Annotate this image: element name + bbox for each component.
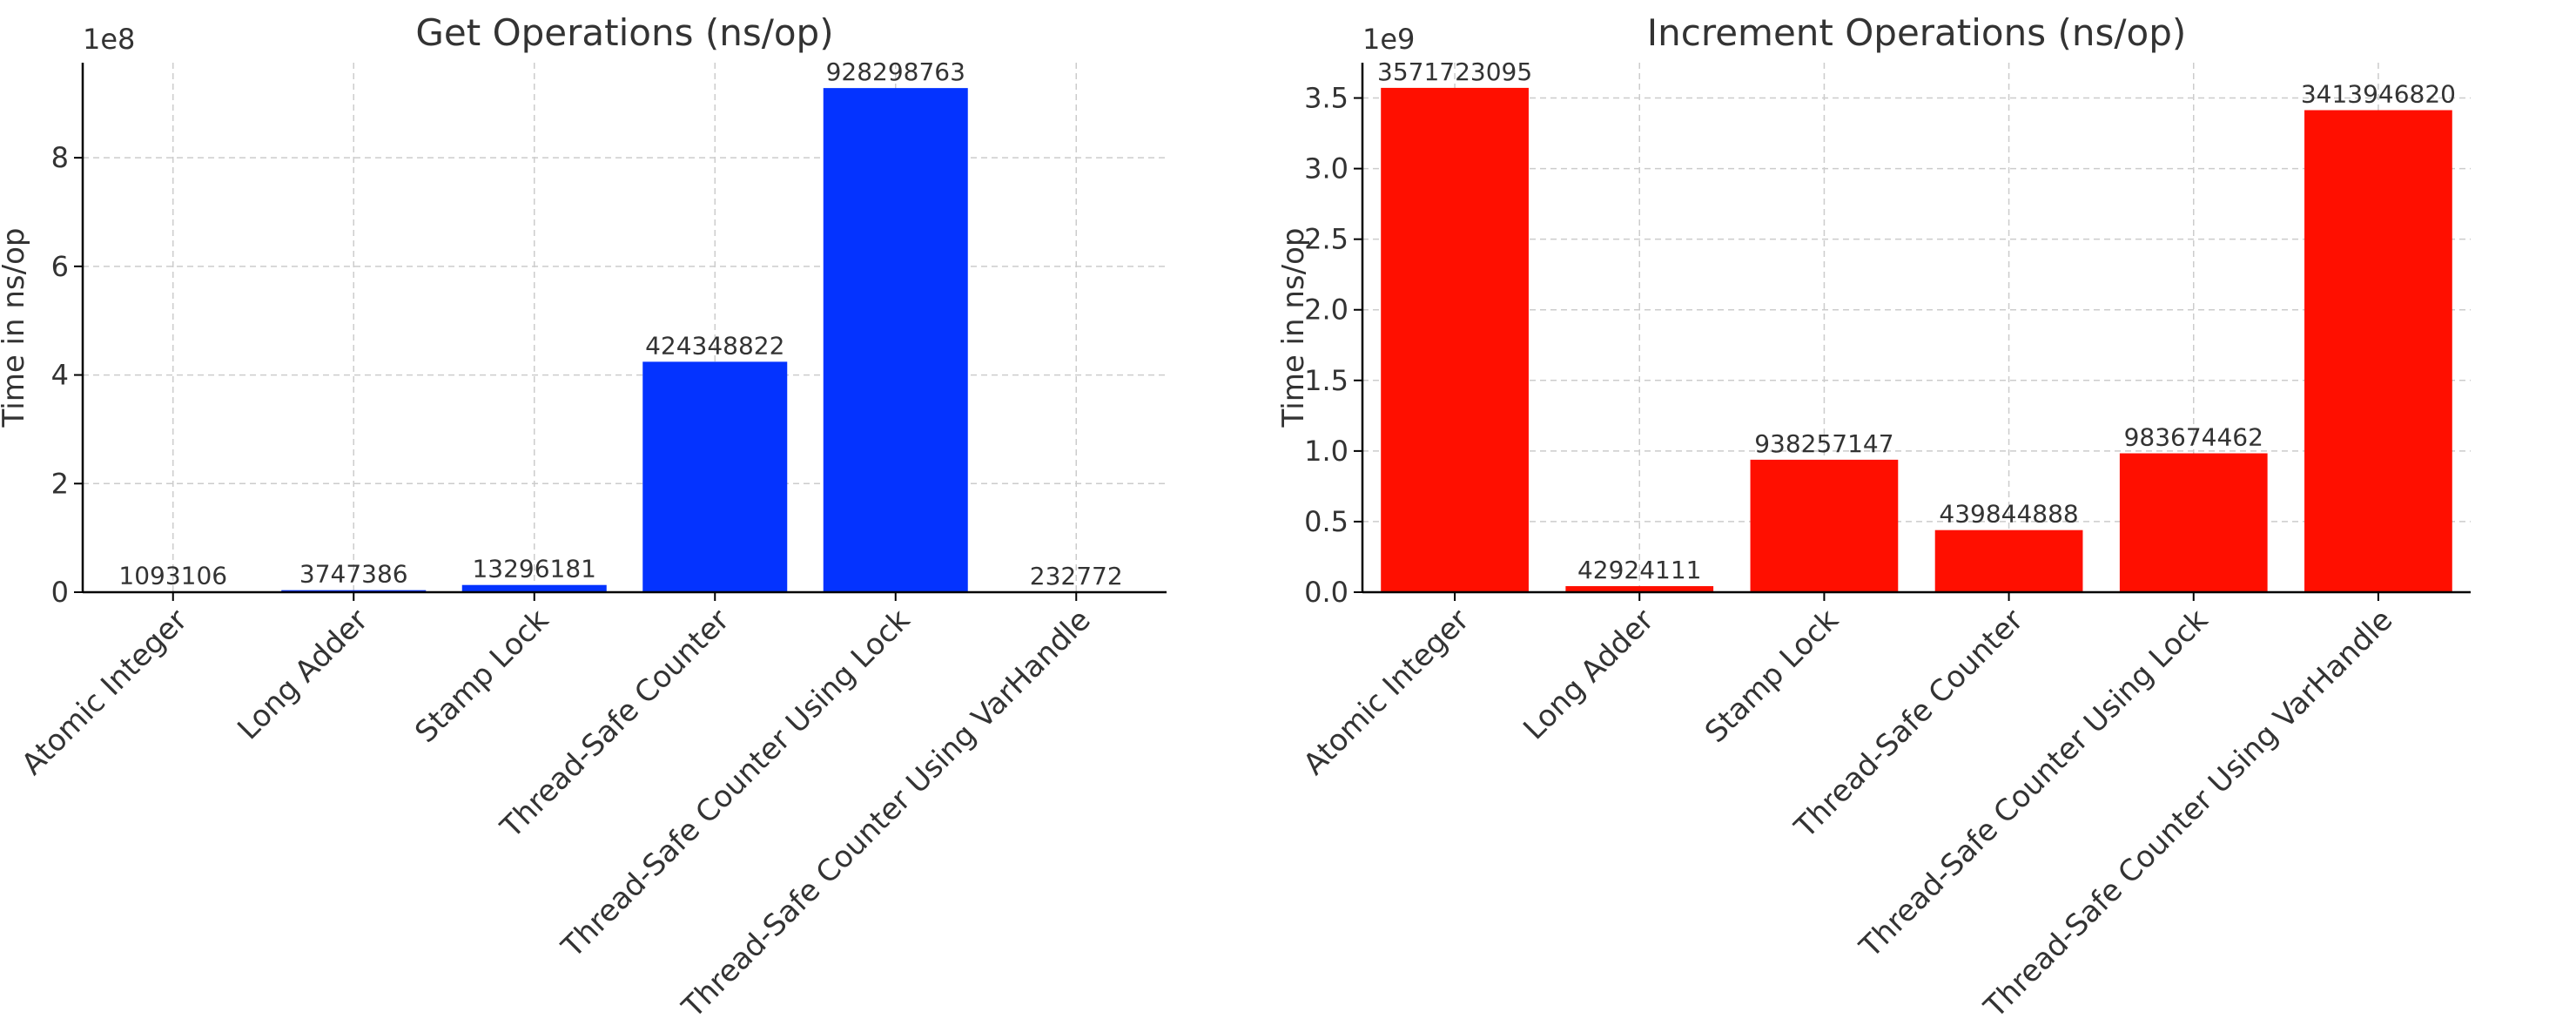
get-ytick-label-4: 8 <box>51 141 69 174</box>
increment-value-label-1: 42924111 <box>1577 556 1702 584</box>
increment-value-label-4: 983674462 <box>2124 423 2263 452</box>
increment-value-label-0: 3571723095 <box>1377 57 1532 86</box>
increment-bar-0 <box>1381 88 1529 592</box>
increment-chart-title: Increment Operations (ns/op) <box>1647 11 2187 54</box>
get-value-label-3: 424348822 <box>645 331 784 360</box>
increment-xtick-label-1: Long Adder <box>1517 603 1660 746</box>
get-bar-3 <box>642 361 787 592</box>
increment-ytick-label-2: 1.0 <box>1304 435 1349 468</box>
get-ytick-label-0: 0 <box>51 576 69 609</box>
get-y-axis-label: Time in ns/op <box>0 228 31 428</box>
get-ytick-label-1: 2 <box>51 467 69 500</box>
increment-xtick-label-4: Thread-Safe Counter Using Lock <box>1853 603 2215 965</box>
get-value-label-0: 1093106 <box>118 561 227 590</box>
get-value-label-4: 928298763 <box>826 57 965 86</box>
get-xtick-label-4: Thread-Safe Counter Using Lock <box>555 603 917 965</box>
get-xtick-label-5: Thread-Safe Counter Using VarHandle <box>675 603 1097 1025</box>
get-value-label-1: 3747386 <box>299 560 408 589</box>
increment-bar-5 <box>2304 110 2452 592</box>
get-bar-4 <box>824 88 968 592</box>
get-value-label-2: 13296181 <box>472 555 596 583</box>
increment-xtick-label-2: Stamp Lock <box>1698 603 1846 750</box>
increment-y-offset-label: 1e9 <box>1362 23 1415 56</box>
increment-value-label-5: 3413946820 <box>2301 79 2456 108</box>
increment-bar-4 <box>2120 454 2268 592</box>
increment-xtick-label-5: Thread-Safe Counter Using VarHandle <box>1977 603 2399 1025</box>
get-xtick-label-2: Stamp Lock <box>408 603 555 750</box>
increment-ytick-label-6: 3.0 <box>1304 152 1349 185</box>
increment-ytick-label-7: 3.5 <box>1304 82 1349 115</box>
get-y-offset-label: 1e8 <box>83 23 135 56</box>
increment-y-axis-label: Time in ns/op <box>1276 228 1311 428</box>
get-chart-title: Get Operations (ns/op) <box>415 11 833 54</box>
increment-value-label-2: 938257147 <box>1754 429 1893 458</box>
get-ytick-label-2: 4 <box>51 359 69 392</box>
increment-bar-2 <box>1751 460 1899 592</box>
increment-bar-3 <box>1935 530 2083 592</box>
increment-value-label-3: 439844888 <box>1939 500 2078 529</box>
get-xtick-label-0: Atomic Integer <box>15 603 194 782</box>
increment-xtick-label-0: Atomic Integer <box>1297 603 1476 782</box>
get-ytick-label-3: 6 <box>51 250 69 283</box>
increment-ytick-label-0: 0.0 <box>1304 576 1349 609</box>
get-xtick-label-1: Long Adder <box>231 603 374 746</box>
increment-ytick-label-1: 0.5 <box>1304 505 1349 538</box>
get-value-label-5: 232772 <box>1030 562 1123 590</box>
